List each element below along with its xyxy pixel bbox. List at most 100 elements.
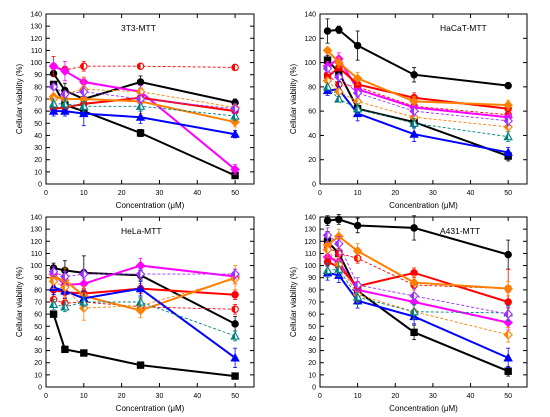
- data-point-marker-fill: [353, 293, 358, 301]
- y-tick-label: 70: [308, 300, 316, 307]
- chart-panel-4: 0 10 20 30 40 50 0 10 20 30 40 50 60 70 80 90 100 110 120 1…: [289, 214, 528, 413]
- y-axis-label: Cellular viability (%): [15, 267, 24, 338]
- y-tick-label: 120: [30, 239, 42, 246]
- data-point-marker-fill: [49, 277, 54, 286]
- data-point-marker-fill: [80, 63, 84, 70]
- data-point-marker-fill: [49, 82, 54, 91]
- series-2: [49, 310, 239, 380]
- data-point-marker: [410, 328, 418, 337]
- data-point-marker-fill: [323, 83, 328, 90]
- data-point-marker-fill: [410, 119, 415, 127]
- y-tick-label: 70: [34, 97, 42, 104]
- y-tick-label: 140: [304, 12, 316, 19]
- data-point-marker: [352, 73, 363, 84]
- data-point-marker-fill: [504, 116, 509, 125]
- data-point-marker-fill: [79, 87, 84, 96]
- data-point-marker: [136, 361, 145, 369]
- x-axis-label: Concentration (μM): [389, 201, 458, 210]
- y-tick-label: 100: [30, 263, 42, 270]
- plot-frame: [45, 216, 255, 388]
- data-point-marker: [135, 260, 146, 271]
- data-point-marker: [503, 283, 513, 294]
- y-tick-label: 80: [34, 84, 42, 91]
- data-point-marker-fill: [323, 231, 328, 240]
- data-point-marker-fill: [137, 63, 141, 70]
- plot-frame: [319, 216, 528, 388]
- data-point-marker: [409, 96, 419, 107]
- series-1: [323, 214, 512, 270]
- y-tick-label: 10: [308, 372, 316, 379]
- data-point-marker-fill: [136, 270, 141, 279]
- y-tick-label: 80: [34, 287, 42, 294]
- chart-panel-1: 0 10 20 30 40 50 0 10 20 30 40 50 60 70 80 90 100 110 120 1…: [15, 12, 255, 210]
- y-tick-label: 20: [308, 157, 316, 164]
- data-point-marker: [322, 45, 333, 56]
- y-tick-label: 40: [34, 133, 42, 140]
- data-point-marker: [61, 345, 69, 354]
- y-tick-label: 140: [30, 12, 42, 19]
- data-point-marker: [49, 310, 58, 318]
- y-tick-label: 0: [38, 182, 42, 189]
- data-point-marker-fill: [231, 270, 236, 279]
- data-point-marker: [80, 349, 88, 357]
- data-point-marker: [410, 224, 418, 232]
- data-point-marker: [503, 352, 513, 362]
- y-tick-label: 110: [31, 48, 42, 55]
- data-point-marker: [135, 283, 146, 293]
- y-tick-label: 120: [30, 36, 42, 43]
- x-tick-label: 20: [391, 393, 399, 400]
- data-point-marker-fill: [353, 97, 358, 106]
- data-point-marker: [60, 106, 70, 115]
- y-tick-label: 40: [34, 336, 42, 343]
- y-tick-label: 90: [34, 275, 42, 282]
- y-tick-label: 20: [308, 360, 316, 367]
- series-line: [52, 313, 236, 378]
- x-tick-label: 50: [504, 190, 512, 197]
- data-point-marker-fill: [80, 298, 84, 306]
- x-tick-label: 30: [156, 393, 164, 400]
- series-10: [48, 82, 240, 114]
- y-tick-label: 50: [308, 324, 316, 331]
- data-point-marker: [410, 70, 418, 79]
- x-tick-label: 10: [80, 190, 88, 197]
- series-6: [322, 45, 513, 111]
- y-tick-label: 30: [308, 348, 316, 355]
- series-10: [322, 63, 513, 127]
- x-axis-label: Concentration (μM): [116, 404, 185, 413]
- x-tick-label: 50: [504, 393, 512, 400]
- data-point-marker: [231, 320, 239, 328]
- data-point-marker-fill: [231, 332, 236, 340]
- y-tick-label: 90: [308, 275, 316, 282]
- y-tick-label: 80: [308, 287, 316, 294]
- y-tick-label: 60: [34, 312, 42, 319]
- data-point-marker: [323, 216, 332, 225]
- data-point-marker: [230, 352, 240, 362]
- series-9: [48, 296, 240, 342]
- data-point-marker: [135, 112, 146, 121]
- series-line: [53, 286, 236, 359]
- y-tick-label: 110: [305, 251, 316, 258]
- data-point-marker: [504, 250, 512, 259]
- series-7: [322, 81, 513, 158]
- chart-title: HaCaT-MTT: [440, 23, 487, 33]
- data-point-marker-fill: [61, 100, 65, 107]
- x-tick-label: 10: [354, 190, 362, 197]
- data-point-marker-fill: [353, 104, 358, 112]
- y-tick-label: 0: [38, 385, 42, 392]
- y-tick-label: 90: [34, 72, 42, 79]
- data-point-marker-fill: [136, 87, 141, 96]
- x-tick-label: 0: [44, 190, 48, 197]
- data-point-marker-fill: [61, 303, 65, 310]
- chart-title: A431-MTT: [440, 226, 480, 236]
- data-point-marker-fill: [231, 306, 236, 313]
- data-point-marker-fill: [323, 266, 328, 274]
- y-tick-label: 80: [308, 84, 316, 91]
- data-point-marker-fill: [79, 270, 84, 279]
- y-tick-label: 140: [30, 215, 42, 222]
- data-point-marker: [504, 367, 512, 375]
- data-point-marker-fill: [49, 300, 54, 308]
- data-point-marker-fill: [410, 307, 415, 315]
- series-line: [326, 240, 509, 373]
- series-1: [323, 18, 512, 90]
